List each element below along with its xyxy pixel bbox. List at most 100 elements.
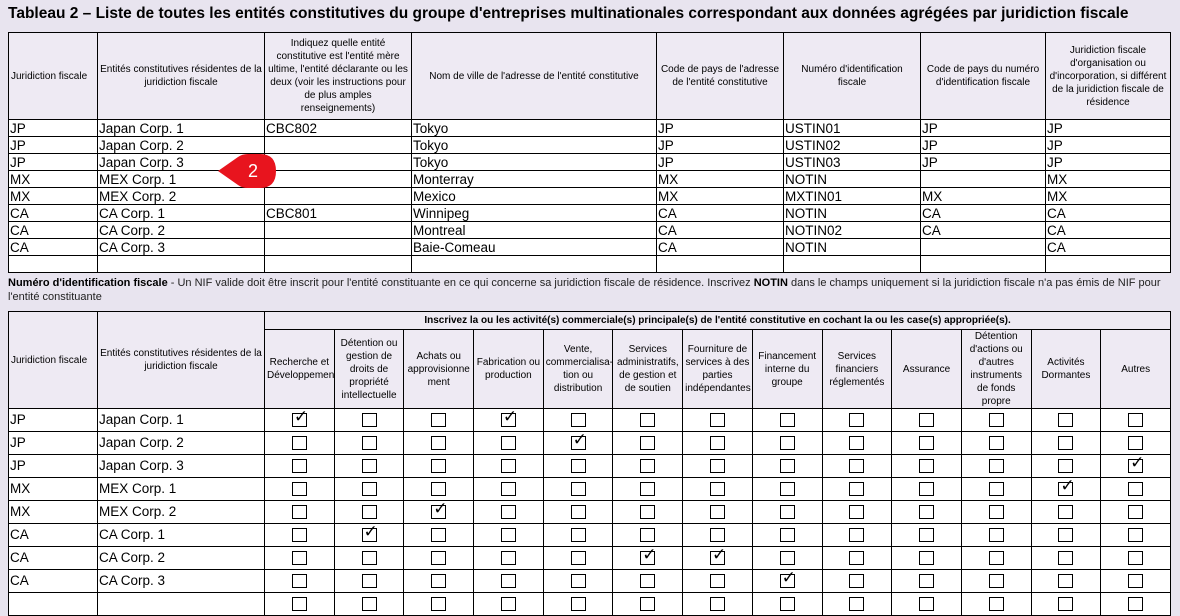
entity-cell[interactable]: NOTIN <box>783 204 921 222</box>
activity-checkbox[interactable] <box>779 551 795 566</box>
activity-checkbox[interactable] <box>500 597 516 612</box>
activity-checkbox[interactable] <box>291 436 307 451</box>
activity-checkbox[interactable] <box>1128 551 1144 566</box>
activity-checkbox[interactable] <box>988 528 1004 543</box>
activity-checkbox[interactable] <box>361 597 377 612</box>
activity-checkbox[interactable] <box>988 551 1004 566</box>
activity-checkbox[interactable] <box>431 436 447 451</box>
entity-cell[interactable] <box>411 255 657 273</box>
entity-cell[interactable]: CA <box>1045 204 1171 222</box>
activity-checkbox[interactable] <box>1058 505 1074 520</box>
activity-checkbox[interactable] <box>1058 436 1074 451</box>
entity-cell[interactable] <box>264 187 412 205</box>
entity-cell[interactable] <box>264 170 412 188</box>
entity-cell[interactable]: JP <box>8 153 98 171</box>
activity-checkbox[interactable] <box>919 551 935 566</box>
activity-checkbox[interactable] <box>1058 597 1074 612</box>
activity-checkbox[interactable] <box>570 459 586 474</box>
activity-checkbox[interactable] <box>919 459 935 474</box>
activity-checkbox[interactable] <box>919 528 935 543</box>
entity-cell[interactable]: CA <box>656 221 784 239</box>
activity-checkbox[interactable] <box>709 413 725 428</box>
activity-checkbox[interactable] <box>291 551 307 566</box>
activity-checkbox[interactable] <box>988 482 1004 497</box>
activity-checkbox[interactable] <box>500 436 516 451</box>
entity-cell[interactable]: CA <box>656 238 784 256</box>
entity-cell[interactable] <box>920 255 1046 273</box>
activity-checkbox[interactable] <box>709 482 725 497</box>
entity-cell[interactable]: JP <box>656 153 784 171</box>
entity-cell[interactable]: CA Corp. 2 <box>97 221 265 239</box>
activity-checkbox[interactable] <box>570 574 586 589</box>
activity-checkbox[interactable] <box>709 436 725 451</box>
activity-checkbox[interactable] <box>849 482 865 497</box>
activity-checkbox[interactable] <box>1058 528 1074 543</box>
entity-cell[interactable] <box>264 153 412 171</box>
entity-cell[interactable]: CA Corp. 3 <box>97 238 265 256</box>
entity-cell[interactable]: CA <box>8 238 98 256</box>
entity-cell[interactable]: Japan Corp. 1 <box>97 119 265 137</box>
activity-checkbox[interactable] <box>779 413 795 428</box>
entity-cell[interactable]: MX <box>8 170 98 188</box>
entity-cell[interactable] <box>8 255 98 273</box>
activity-checkbox[interactable] <box>1128 505 1144 520</box>
activity-checkbox[interactable] <box>640 597 656 612</box>
entity-cell[interactable]: MX <box>8 187 98 205</box>
activity-checkbox[interactable] <box>1128 574 1144 589</box>
entity-cell[interactable]: JP <box>656 119 784 137</box>
entity-cell[interactable]: CA <box>920 221 1046 239</box>
entity-cell[interactable] <box>920 238 1046 256</box>
activity-checkbox[interactable] <box>570 551 586 566</box>
entity-cell[interactable]: MX <box>656 170 784 188</box>
activity-checkbox[interactable] <box>1128 597 1144 612</box>
activity-checkbox[interactable] <box>849 436 865 451</box>
entity-cell[interactable] <box>264 136 412 154</box>
entity-cell[interactable]: Montreal <box>411 221 657 239</box>
activity-checkbox[interactable] <box>640 482 656 497</box>
activity-checkbox[interactable] <box>1128 413 1144 428</box>
activity-checkbox[interactable] <box>361 459 377 474</box>
activity-checkbox[interactable] <box>431 551 447 566</box>
entity-cell[interactable]: JP <box>920 136 1046 154</box>
activity-checkbox[interactable] <box>988 505 1004 520</box>
entity-cell[interactable]: Winnipeg <box>411 204 657 222</box>
activity-checkbox[interactable] <box>431 597 447 612</box>
activity-checkbox[interactable] <box>919 413 935 428</box>
entity-cell[interactable]: MX <box>1045 170 1171 188</box>
activity-checkbox[interactable] <box>849 505 865 520</box>
activity-checkbox[interactable] <box>431 413 447 428</box>
activity-checkbox[interactable] <box>500 574 516 589</box>
entity-cell[interactable]: JP <box>1045 153 1171 171</box>
activity-checkbox[interactable] <box>849 528 865 543</box>
activity-checkbox[interactable] <box>1058 413 1074 428</box>
activity-checkbox-checked[interactable]: ✓ <box>709 548 726 566</box>
activity-checkbox[interactable] <box>361 574 377 589</box>
entity-cell[interactable]: CA <box>920 204 1046 222</box>
entity-cell[interactable]: JP <box>8 136 98 154</box>
entity-cell[interactable]: MEX Corp. 2 <box>97 187 265 205</box>
activity-checkbox-checked[interactable]: ✓ <box>291 410 308 428</box>
activity-checkbox[interactable] <box>849 551 865 566</box>
entity-cell[interactable]: NOTIN <box>783 170 921 188</box>
activity-checkbox[interactable] <box>361 436 377 451</box>
entity-cell[interactable]: JP <box>1045 136 1171 154</box>
activity-checkbox[interactable] <box>988 413 1004 428</box>
activity-checkbox[interactable] <box>849 459 865 474</box>
entity-cell[interactable]: MX <box>920 187 1046 205</box>
entity-cell[interactable]: USTIN02 <box>783 136 921 154</box>
activity-checkbox[interactable] <box>291 459 307 474</box>
activity-checkbox[interactable] <box>500 459 516 474</box>
activity-checkbox[interactable] <box>709 505 725 520</box>
activity-checkbox[interactable] <box>1128 436 1144 451</box>
entity-cell[interactable] <box>264 238 412 256</box>
activity-checkbox[interactable] <box>291 505 307 520</box>
activity-checkbox[interactable] <box>500 505 516 520</box>
activity-checkbox[interactable] <box>291 597 307 612</box>
activity-checkbox[interactable] <box>779 597 795 612</box>
entity-cell[interactable]: NOTIN <box>783 238 921 256</box>
entity-cell[interactable]: CA <box>8 204 98 222</box>
activity-checkbox[interactable] <box>988 574 1004 589</box>
entity-cell[interactable]: MX <box>656 187 784 205</box>
activity-checkbox[interactable] <box>570 482 586 497</box>
activity-checkbox[interactable] <box>500 551 516 566</box>
